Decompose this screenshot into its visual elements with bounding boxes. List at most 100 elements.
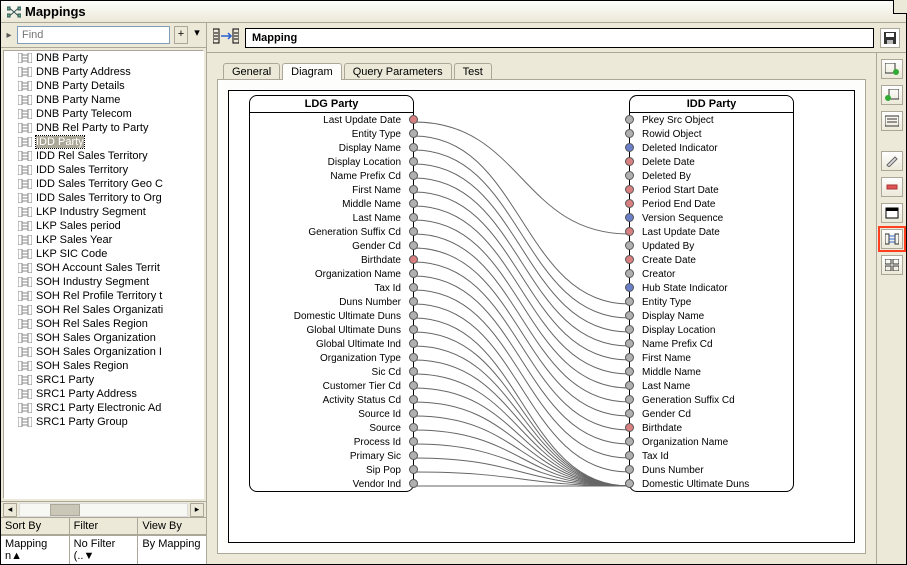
tree-item[interactable]: LKP Industry Segment: [4, 205, 203, 219]
entity-right[interactable]: IDD PartyPkey Src ObjectRowid ObjectDele…: [629, 95, 794, 492]
field-row[interactable]: Gender Cd: [630, 407, 793, 421]
field-row[interactable]: Domestic Ultimate Duns: [250, 309, 413, 323]
tree-item[interactable]: SRC1 Party Electronic Ad: [4, 401, 203, 415]
field-port[interactable]: [625, 185, 634, 194]
tab-general[interactable]: General: [223, 63, 280, 80]
field-port[interactable]: [409, 395, 418, 404]
field-row[interactable]: First Name: [250, 183, 413, 197]
field-row[interactable]: Last Update Date: [250, 113, 413, 127]
field-port[interactable]: [625, 213, 634, 222]
tree-item[interactable]: IDD Sales Territory to Org: [4, 191, 203, 205]
field-row[interactable]: Create Date: [630, 253, 793, 267]
field-row[interactable]: Tax Id: [630, 449, 793, 463]
field-port[interactable]: [409, 227, 418, 236]
field-row[interactable]: Display Name: [630, 309, 793, 323]
field-port[interactable]: [409, 423, 418, 432]
tab-test[interactable]: Test: [454, 63, 492, 80]
field-row[interactable]: Organization Type: [250, 351, 413, 365]
tool-automap[interactable]: [881, 229, 903, 249]
field-port[interactable]: [409, 269, 418, 278]
field-row[interactable]: Delete Date: [630, 155, 793, 169]
field-port[interactable]: [409, 199, 418, 208]
find-plus-button[interactable]: +: [174, 26, 188, 44]
field-row[interactable]: Sic Cd: [250, 365, 413, 379]
field-row[interactable]: Gender Cd: [250, 239, 413, 253]
field-row[interactable]: Last Update Date: [630, 225, 793, 239]
field-row[interactable]: Hub State Indicator: [630, 281, 793, 295]
field-row[interactable]: Display Name: [250, 141, 413, 155]
tree-item[interactable]: LKP Sales Year: [4, 233, 203, 247]
tree-item[interactable]: IDD Sales Territory Geo C: [4, 177, 203, 191]
tree-item[interactable]: SOH Sales Region: [4, 359, 203, 373]
hscroll-left[interactable]: ◂: [3, 503, 17, 517]
field-row[interactable]: Generation Suffix Cd: [250, 225, 413, 239]
tree-item[interactable]: DNB Party Name: [4, 93, 203, 107]
field-port[interactable]: [409, 255, 418, 264]
field-port[interactable]: [625, 479, 634, 488]
field-port[interactable]: [409, 311, 418, 320]
field-row[interactable]: Creator: [630, 267, 793, 281]
tree-item[interactable]: IDD Sales Territory: [4, 163, 203, 177]
field-row[interactable]: Source Id: [250, 407, 413, 421]
field-port[interactable]: [409, 157, 418, 166]
field-row[interactable]: Entity Type: [630, 295, 793, 309]
tool-delete[interactable]: [881, 177, 903, 197]
field-port[interactable]: [625, 465, 634, 474]
field-port[interactable]: [625, 437, 634, 446]
tree-item[interactable]: SRC1 Party Group: [4, 415, 203, 429]
field-port[interactable]: [409, 339, 418, 348]
field-port[interactable]: [625, 255, 634, 264]
field-port[interactable]: [409, 465, 418, 474]
tree-item[interactable]: DNB Party Details: [4, 79, 203, 93]
field-row[interactable]: Version Sequence: [630, 211, 793, 225]
field-port[interactable]: [409, 297, 418, 306]
field-port[interactable]: [409, 353, 418, 362]
field-port[interactable]: [409, 143, 418, 152]
field-port[interactable]: [625, 395, 634, 404]
field-row[interactable]: Deleted By: [630, 169, 793, 183]
field-port[interactable]: [409, 129, 418, 138]
viewby-value[interactable]: By Mapping: [138, 535, 206, 564]
field-port[interactable]: [409, 451, 418, 460]
field-port[interactable]: [625, 367, 634, 376]
find-expander[interactable]: ▸: [5, 30, 13, 41]
tool-edit[interactable]: [881, 151, 903, 171]
mapping-name-input[interactable]: [245, 28, 874, 48]
tree-item[interactable]: SOH Industry Segment: [4, 275, 203, 289]
field-row[interactable]: Period End Date: [630, 197, 793, 211]
field-port[interactable]: [409, 479, 418, 488]
field-port[interactable]: [409, 437, 418, 446]
tool-refresh[interactable]: [881, 111, 903, 131]
field-port[interactable]: [625, 409, 634, 418]
field-row[interactable]: Organization Name: [630, 435, 793, 449]
field-row[interactable]: Display Location: [250, 155, 413, 169]
tree-item[interactable]: SRC1 Party: [4, 373, 203, 387]
tree-hscroll[interactable]: ◂ ▸: [1, 501, 206, 517]
hscroll-thumb[interactable]: [50, 504, 80, 516]
field-row[interactable]: Period Start Date: [630, 183, 793, 197]
field-row[interactable]: Middle Name: [250, 197, 413, 211]
field-row[interactable]: Organization Name: [250, 267, 413, 281]
field-port[interactable]: [409, 409, 418, 418]
field-row[interactable]: Duns Number: [630, 463, 793, 477]
tree-item[interactable]: DNB Party: [4, 51, 203, 65]
field-row[interactable]: Sip Pop: [250, 463, 413, 477]
field-port[interactable]: [625, 171, 634, 180]
field-port[interactable]: [625, 115, 634, 124]
tree-item[interactable]: SOH Rel Profile Territory t: [4, 289, 203, 303]
field-port[interactable]: [625, 297, 634, 306]
field-port[interactable]: [625, 423, 634, 432]
field-port[interactable]: [625, 353, 634, 362]
field-port[interactable]: [409, 325, 418, 334]
field-port[interactable]: [625, 143, 634, 152]
tool-add-target[interactable]: [881, 85, 903, 105]
tree-item[interactable]: SOH Sales Organization: [4, 331, 203, 345]
field-row[interactable]: Name Prefix Cd: [250, 169, 413, 183]
find-input[interactable]: [17, 26, 170, 44]
hscroll-right[interactable]: ▸: [190, 503, 204, 517]
field-row[interactable]: Last Name: [250, 211, 413, 225]
field-port[interactable]: [409, 241, 418, 250]
field-port[interactable]: [625, 339, 634, 348]
field-row[interactable]: Global Ultimate Duns: [250, 323, 413, 337]
diagram-canvas[interactable]: LDG PartyLast Update DateEntity TypeDisp…: [228, 90, 855, 543]
